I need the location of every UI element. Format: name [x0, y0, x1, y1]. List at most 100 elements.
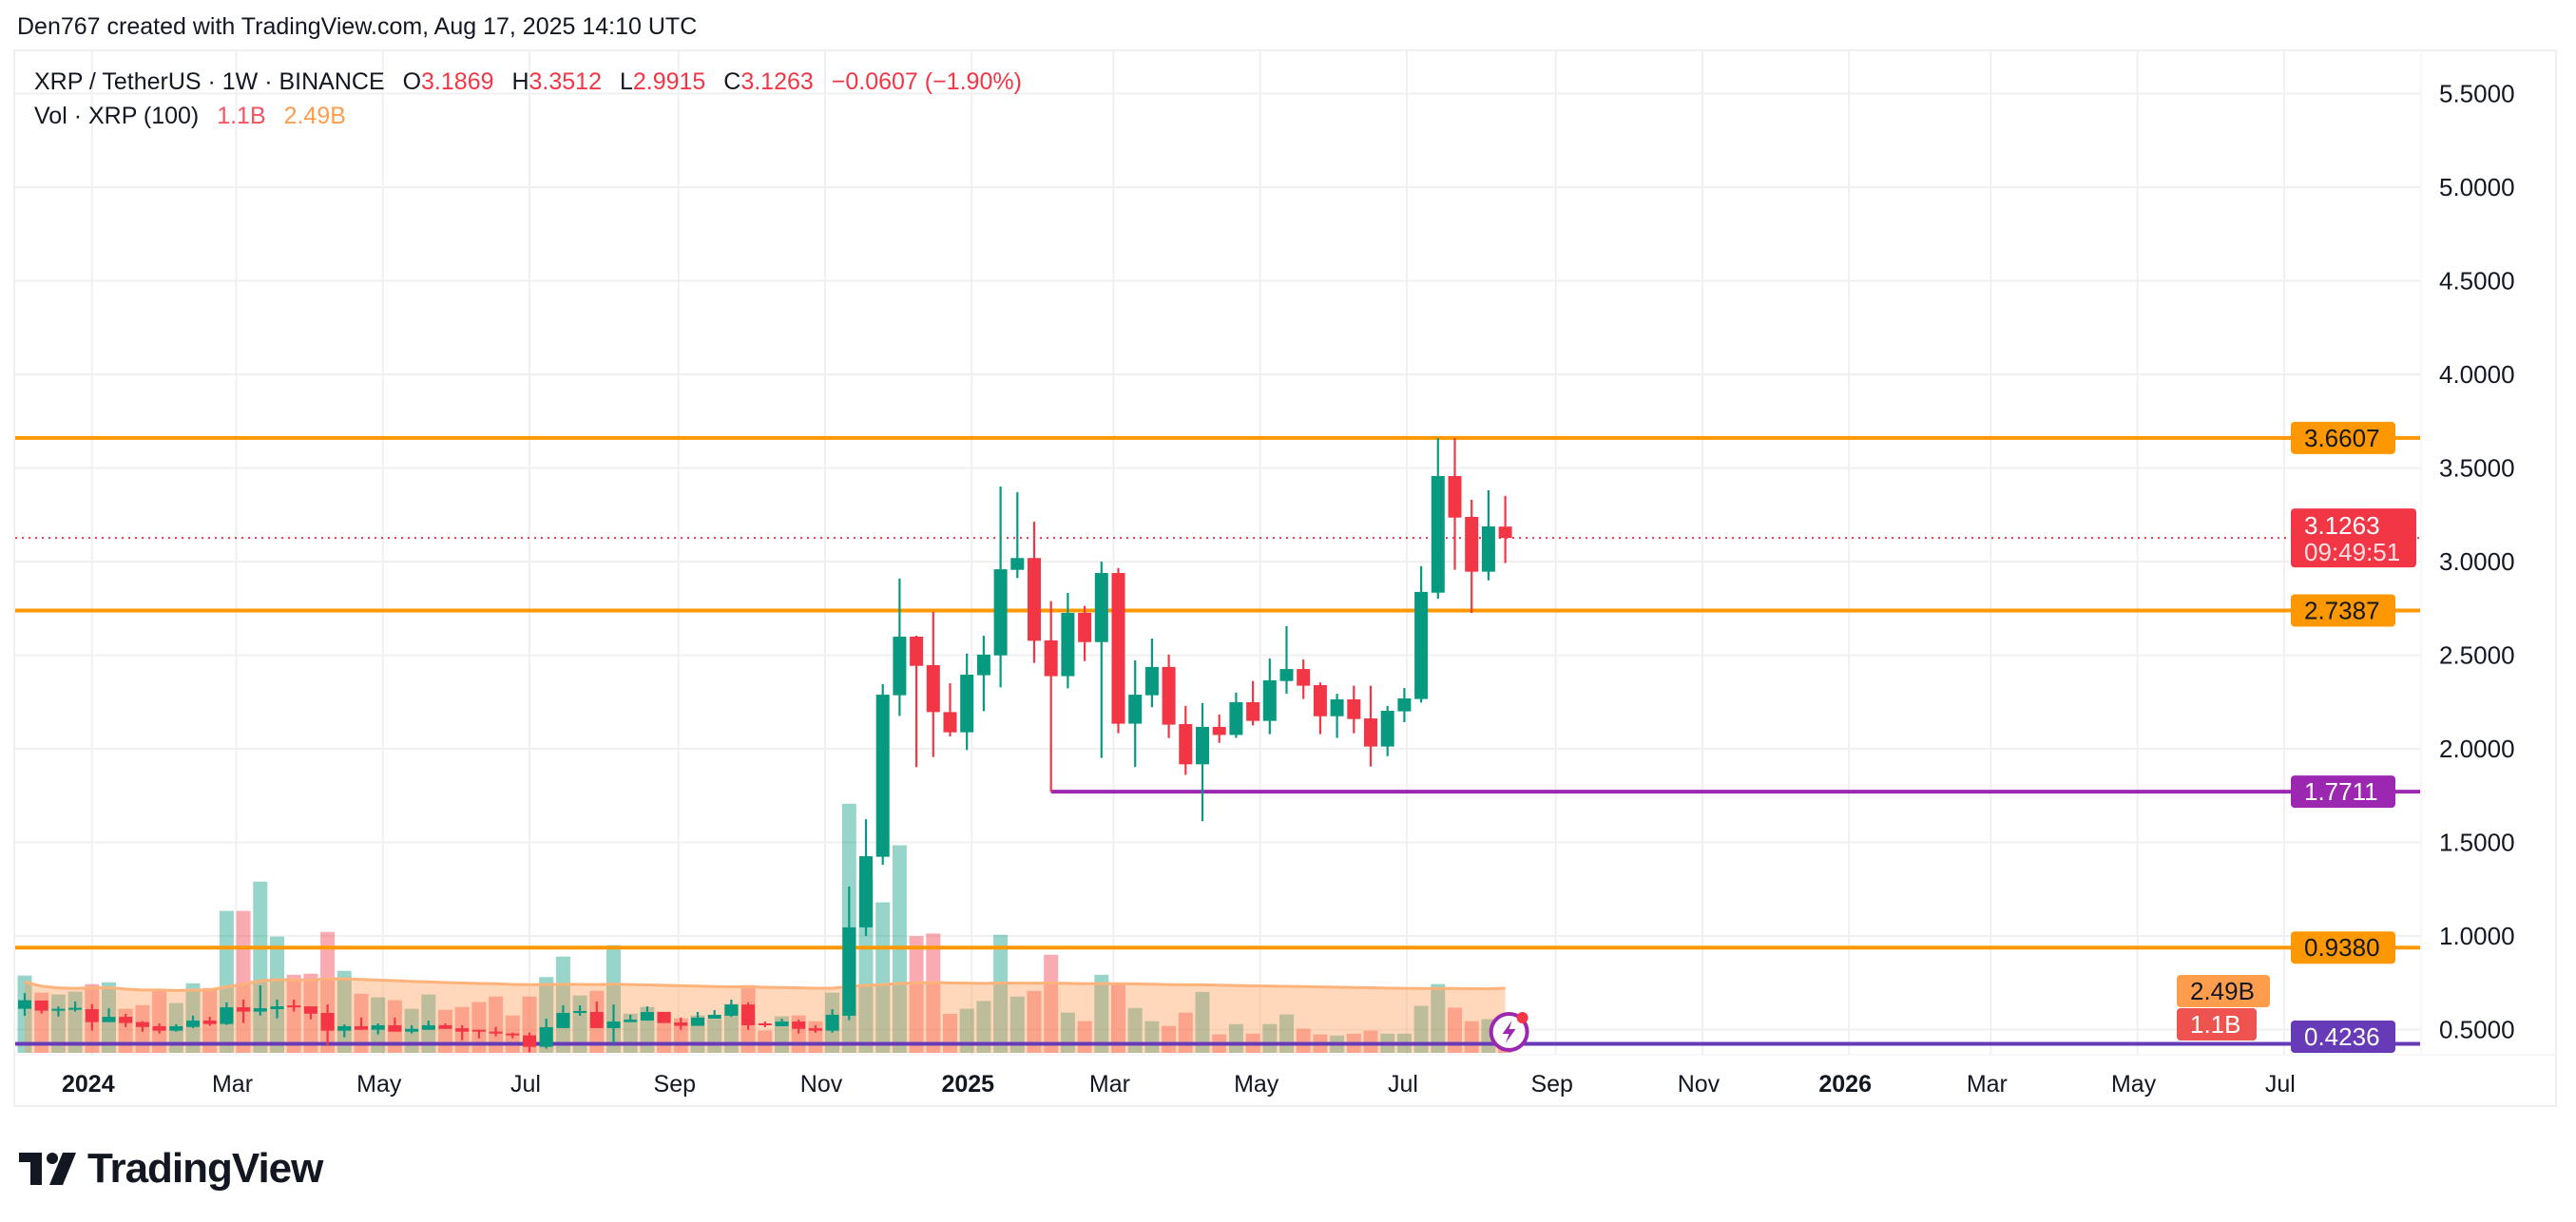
candle[interactable] [1094, 562, 1108, 758]
symbol-legend-row[interactable]: XRP / TetherUS · 1W · BINANCE O3.1869 H3… [34, 65, 1022, 99]
tradingview-logo[interactable]: TradingView [19, 1145, 323, 1193]
candle[interactable] [1246, 680, 1260, 726]
candle[interactable] [1028, 522, 1041, 663]
candle[interactable] [724, 999, 739, 1018]
candle[interactable] [237, 999, 251, 1023]
plot-area[interactable] [15, 51, 2420, 1055]
candle[interactable] [1448, 437, 1462, 570]
candle[interactable] [135, 1021, 149, 1032]
candle[interactable] [910, 636, 924, 768]
candle[interactable] [1279, 625, 1294, 695]
candle[interactable] [1212, 714, 1226, 743]
candle[interactable] [287, 999, 301, 1012]
volume-legend-row[interactable]: Vol · XRP (100) 1.1B 2.49B [34, 99, 1022, 133]
candle[interactable] [1330, 694, 1344, 738]
candle[interactable] [355, 1017, 368, 1030]
candle[interactable] [1380, 705, 1394, 756]
candle[interactable] [68, 1001, 83, 1012]
candle[interactable] [640, 1006, 654, 1022]
candle[interactable] [186, 1015, 200, 1028]
candle[interactable] [1044, 601, 1058, 792]
candle[interactable] [775, 1019, 789, 1026]
candle[interactable] [1431, 437, 1445, 600]
candle[interactable] [18, 993, 31, 1016]
candle[interactable] [270, 999, 284, 1019]
candle[interactable] [1196, 702, 1209, 822]
candle[interactable] [51, 1006, 66, 1017]
candle[interactable] [875, 684, 890, 866]
candle[interactable] [253, 985, 267, 1016]
candle[interactable] [792, 1020, 806, 1034]
tradingview-logo-text: TradingView [87, 1145, 323, 1192]
candle[interactable] [102, 1008, 116, 1022]
candle[interactable] [523, 1032, 536, 1053]
candle[interactable] [1364, 685, 1377, 767]
candle[interactable] [825, 1009, 839, 1033]
candle[interactable] [1061, 592, 1075, 689]
candle[interactable] [758, 1022, 772, 1027]
candle[interactable] [657, 1011, 671, 1023]
candle[interactable] [220, 1002, 234, 1025]
candle[interactable] [589, 1001, 604, 1028]
candle[interactable] [624, 1014, 638, 1022]
candle[interactable] [573, 1005, 587, 1016]
candle[interactable] [1111, 567, 1125, 734]
candle-body [707, 1014, 721, 1020]
candle[interactable] [1498, 495, 1512, 563]
price-axis[interactable]: 5.5000 5.0000 4.5000 4.0000 3.5000 3.0000 2.50… [2439, 80, 2515, 1044]
candle[interactable] [707, 1010, 721, 1020]
candle[interactable] [1144, 638, 1159, 708]
candle[interactable] [976, 636, 990, 712]
candle[interactable] [169, 1023, 183, 1032]
candle[interactable] [1078, 605, 1092, 661]
candle[interactable] [808, 1024, 822, 1033]
candle[interactable] [674, 1017, 688, 1030]
candle[interactable] [741, 1002, 756, 1030]
candle[interactable] [1313, 682, 1327, 735]
candle[interactable] [1162, 654, 1176, 738]
candle[interactable] [926, 611, 940, 757]
candle[interactable] [471, 1029, 486, 1039]
candle[interactable] [388, 1017, 402, 1032]
candle[interactable] [893, 578, 907, 716]
candle[interactable] [202, 1017, 217, 1026]
candle[interactable] [85, 1003, 99, 1031]
candle[interactable] [119, 1013, 133, 1027]
candle[interactable] [455, 1024, 470, 1041]
candle[interactable] [993, 487, 1008, 688]
candle[interactable] [691, 1011, 704, 1026]
candle[interactable] [152, 1022, 166, 1034]
candle[interactable] [842, 886, 856, 1021]
candle[interactable] [539, 1019, 553, 1049]
candle[interactable] [1229, 692, 1243, 738]
candle[interactable] [1465, 499, 1479, 613]
candle[interactable] [859, 819, 873, 936]
candle[interactable] [960, 653, 974, 751]
candle[interactable] [1010, 491, 1025, 579]
candle[interactable] [1179, 705, 1193, 775]
candle[interactable] [421, 1021, 435, 1030]
candle[interactable] [1297, 659, 1311, 699]
candle[interactable] [489, 1026, 503, 1037]
candle[interactable] [320, 1004, 335, 1046]
candle[interactable] [1262, 659, 1277, 735]
lightning-icon[interactable] [1489, 1012, 1529, 1052]
candle[interactable] [1414, 565, 1429, 703]
candle[interactable] [303, 1006, 317, 1020]
candle[interactable] [438, 1022, 452, 1029]
candle[interactable] [943, 683, 957, 736]
candle[interactable] [1481, 489, 1495, 581]
candle[interactable] [1347, 685, 1361, 734]
candle[interactable] [1128, 660, 1143, 768]
volume-axis-label-text: 1.1B [2190, 1010, 2241, 1039]
candle[interactable] [506, 1032, 520, 1039]
candle[interactable] [371, 1022, 385, 1035]
candle[interactable] [556, 1005, 570, 1028]
candle[interactable] [606, 1004, 621, 1043]
candle[interactable] [34, 1000, 48, 1014]
candle[interactable] [1397, 687, 1412, 723]
candle[interactable] [405, 1024, 419, 1034]
candle[interactable] [337, 1023, 352, 1038]
time-axis[interactable]: 2024 Mar May Jul Sep Nov 2025 Mar May Jul Sep Nov 20… [62, 1071, 2296, 1098]
